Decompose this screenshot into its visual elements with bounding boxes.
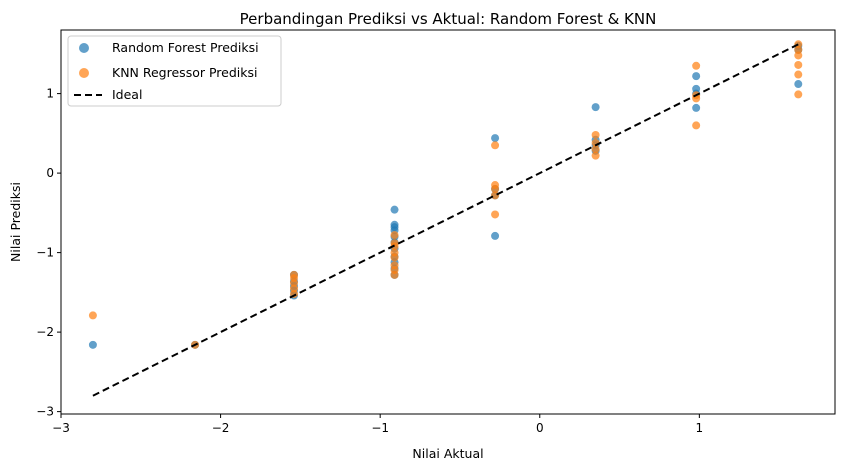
knn-prediction-point [591, 151, 600, 160]
y-axis-label: Nilai Prediksi [8, 182, 23, 262]
x-tick-label: −2 [212, 421, 230, 435]
knn-prediction-point [794, 60, 803, 69]
y-tick-label: −1 [36, 246, 54, 260]
legend-label-ideal: Ideal [112, 87, 142, 102]
legend-label-random-forest: Random Forest Prediksi [112, 40, 259, 55]
knn-prediction-point [591, 145, 600, 154]
legend-marker-knn [79, 68, 89, 78]
rf-prediction-point [794, 80, 803, 89]
knn-prediction-point [692, 61, 701, 70]
legend: Random Forest Prediksi KNN Regressor Pre… [67, 35, 282, 107]
y-tick-label: −3 [36, 405, 54, 419]
knn-prediction-point [289, 284, 298, 293]
x-tick-label: 1 [696, 421, 704, 435]
legend-box [67, 35, 282, 107]
legend-label-knn: KNN Regressor Prediksi [112, 65, 257, 80]
y-tick-label: 1 [46, 87, 54, 101]
knn-prediction-point [491, 141, 500, 150]
knn-prediction-point [794, 51, 803, 60]
chart-title: Perbandingan Prediksi vs Aktual: Random … [240, 10, 657, 28]
knn-prediction-point [390, 231, 399, 240]
y-axis: −3 −2 −1 0 1 [36, 87, 61, 419]
knn-prediction-point [390, 270, 399, 279]
y-tick-label: −2 [36, 325, 54, 339]
rf-prediction-point [591, 103, 600, 112]
knn-prediction-point [692, 121, 701, 130]
knn-prediction-point [289, 278, 298, 287]
rf-prediction-point [491, 231, 500, 240]
legend-marker-random-forest [79, 43, 89, 53]
knn-prediction-point [390, 253, 399, 262]
rf-prediction-point [491, 134, 500, 143]
rf-prediction-point [692, 72, 701, 81]
knn-prediction-point [491, 210, 500, 219]
rf-prediction-point [692, 103, 701, 112]
x-tick-label: −1 [371, 421, 389, 435]
x-tick-label: −3 [52, 421, 70, 435]
knn-prediction-point [591, 130, 600, 139]
y-tick-label: 0 [46, 166, 54, 180]
knn-prediction-point [794, 70, 803, 79]
knn-prediction-point [88, 311, 97, 320]
rf-prediction-point [390, 205, 399, 214]
knn-prediction-point [491, 185, 500, 194]
knn-prediction-point [794, 90, 803, 99]
rf-prediction-point [88, 340, 97, 349]
x-axis-label: Nilai Aktual [412, 446, 483, 461]
x-tick-label: 0 [536, 421, 544, 435]
plot-marks [88, 40, 803, 397]
knn-prediction-point [794, 45, 803, 54]
plot-frame [60, 29, 836, 415]
x-axis: −3 −2 −1 0 1 [52, 414, 703, 435]
